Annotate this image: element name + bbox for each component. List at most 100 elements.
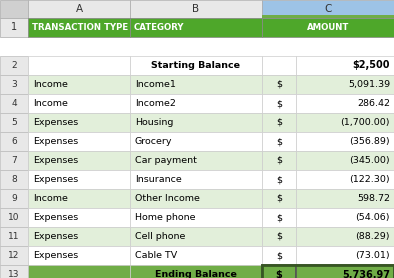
Bar [130,18,262,37]
Bar [0,246,28,265]
Bar [28,75,130,94]
Bar [28,132,130,151]
Text: (1,700.00): (1,700.00) [340,118,390,127]
Text: Income1: Income1 [135,80,176,89]
Bar [28,0,130,18]
Text: Income: Income [33,99,68,108]
Bar [28,56,130,75]
Bar [262,246,296,265]
Text: 13: 13 [8,270,20,278]
Text: Expenses: Expenses [33,118,78,127]
Bar [262,113,296,132]
Bar [130,246,262,265]
Text: Expenses: Expenses [33,232,78,241]
Text: Grocery: Grocery [135,137,173,146]
Bar [0,265,28,278]
Text: $: $ [276,80,282,89]
Bar [28,18,130,37]
Bar [0,94,28,113]
Text: Expenses: Expenses [33,175,78,184]
Bar [296,132,394,151]
Text: 10: 10 [8,213,20,222]
Text: Income2: Income2 [135,99,176,108]
Text: Income: Income [33,194,68,203]
Bar [130,94,262,113]
Text: Insurance: Insurance [135,175,182,184]
Text: Expenses: Expenses [33,251,78,260]
Text: Home phone: Home phone [135,213,195,222]
Bar [28,113,130,132]
Bar [130,208,262,227]
Bar [0,75,28,94]
Text: (345.00): (345.00) [349,156,390,165]
Bar [28,265,130,278]
Text: 5: 5 [11,118,17,127]
Bar [130,227,262,246]
Bar [28,189,130,208]
Bar [262,151,296,170]
Bar [262,170,296,189]
Text: $2,500: $2,500 [353,61,390,71]
Text: (73.01): (73.01) [355,251,390,260]
Text: Expenses: Expenses [33,137,78,146]
Text: $: $ [276,194,282,203]
Text: $: $ [276,232,282,241]
Text: (356.89): (356.89) [349,137,390,146]
Bar [296,151,394,170]
Text: 5,736.97: 5,736.97 [342,269,390,278]
Bar [28,227,130,246]
Text: 11: 11 [8,232,20,241]
Bar [130,56,262,75]
Bar [0,151,28,170]
Text: Cable TV: Cable TV [135,251,177,260]
Text: C: C [324,4,332,14]
Text: 286.42: 286.42 [357,99,390,108]
Text: Other Income: Other Income [135,194,200,203]
Bar [130,151,262,170]
Bar [28,94,130,113]
Text: Expenses: Expenses [33,213,78,222]
Text: 12: 12 [8,251,20,260]
Text: Cell phone: Cell phone [135,232,185,241]
Text: 8: 8 [11,175,17,184]
Bar [296,265,394,278]
Bar [130,170,262,189]
Bar [296,75,394,94]
Bar [296,246,394,265]
Bar [28,246,130,265]
Bar [0,227,28,246]
Bar [0,189,28,208]
Text: Starting Balance: Starting Balance [152,61,240,70]
Text: $: $ [276,137,282,146]
Bar [0,0,28,18]
Bar [262,189,296,208]
Text: 1: 1 [11,23,17,33]
Text: AMOUNT: AMOUNT [307,23,349,32]
Bar [296,189,394,208]
Text: A: A [75,4,83,14]
Text: B: B [192,4,200,14]
Bar [0,113,28,132]
Text: $: $ [276,213,282,222]
Text: 6: 6 [11,137,17,146]
Bar [0,56,28,75]
Bar [262,227,296,246]
Text: 9: 9 [11,194,17,203]
Text: $: $ [276,269,282,278]
Bar [130,132,262,151]
Text: 598.72: 598.72 [357,194,390,203]
Bar [262,15,394,18]
Bar [262,265,394,278]
Bar [296,56,394,75]
Bar [28,151,130,170]
Bar [130,189,262,208]
Text: 3: 3 [11,80,17,89]
Text: 2: 2 [11,61,17,70]
Bar [262,132,296,151]
Bar [28,170,130,189]
Bar [130,0,262,18]
Bar [296,94,394,113]
Text: 7: 7 [11,156,17,165]
Bar [0,132,28,151]
Bar [0,170,28,189]
